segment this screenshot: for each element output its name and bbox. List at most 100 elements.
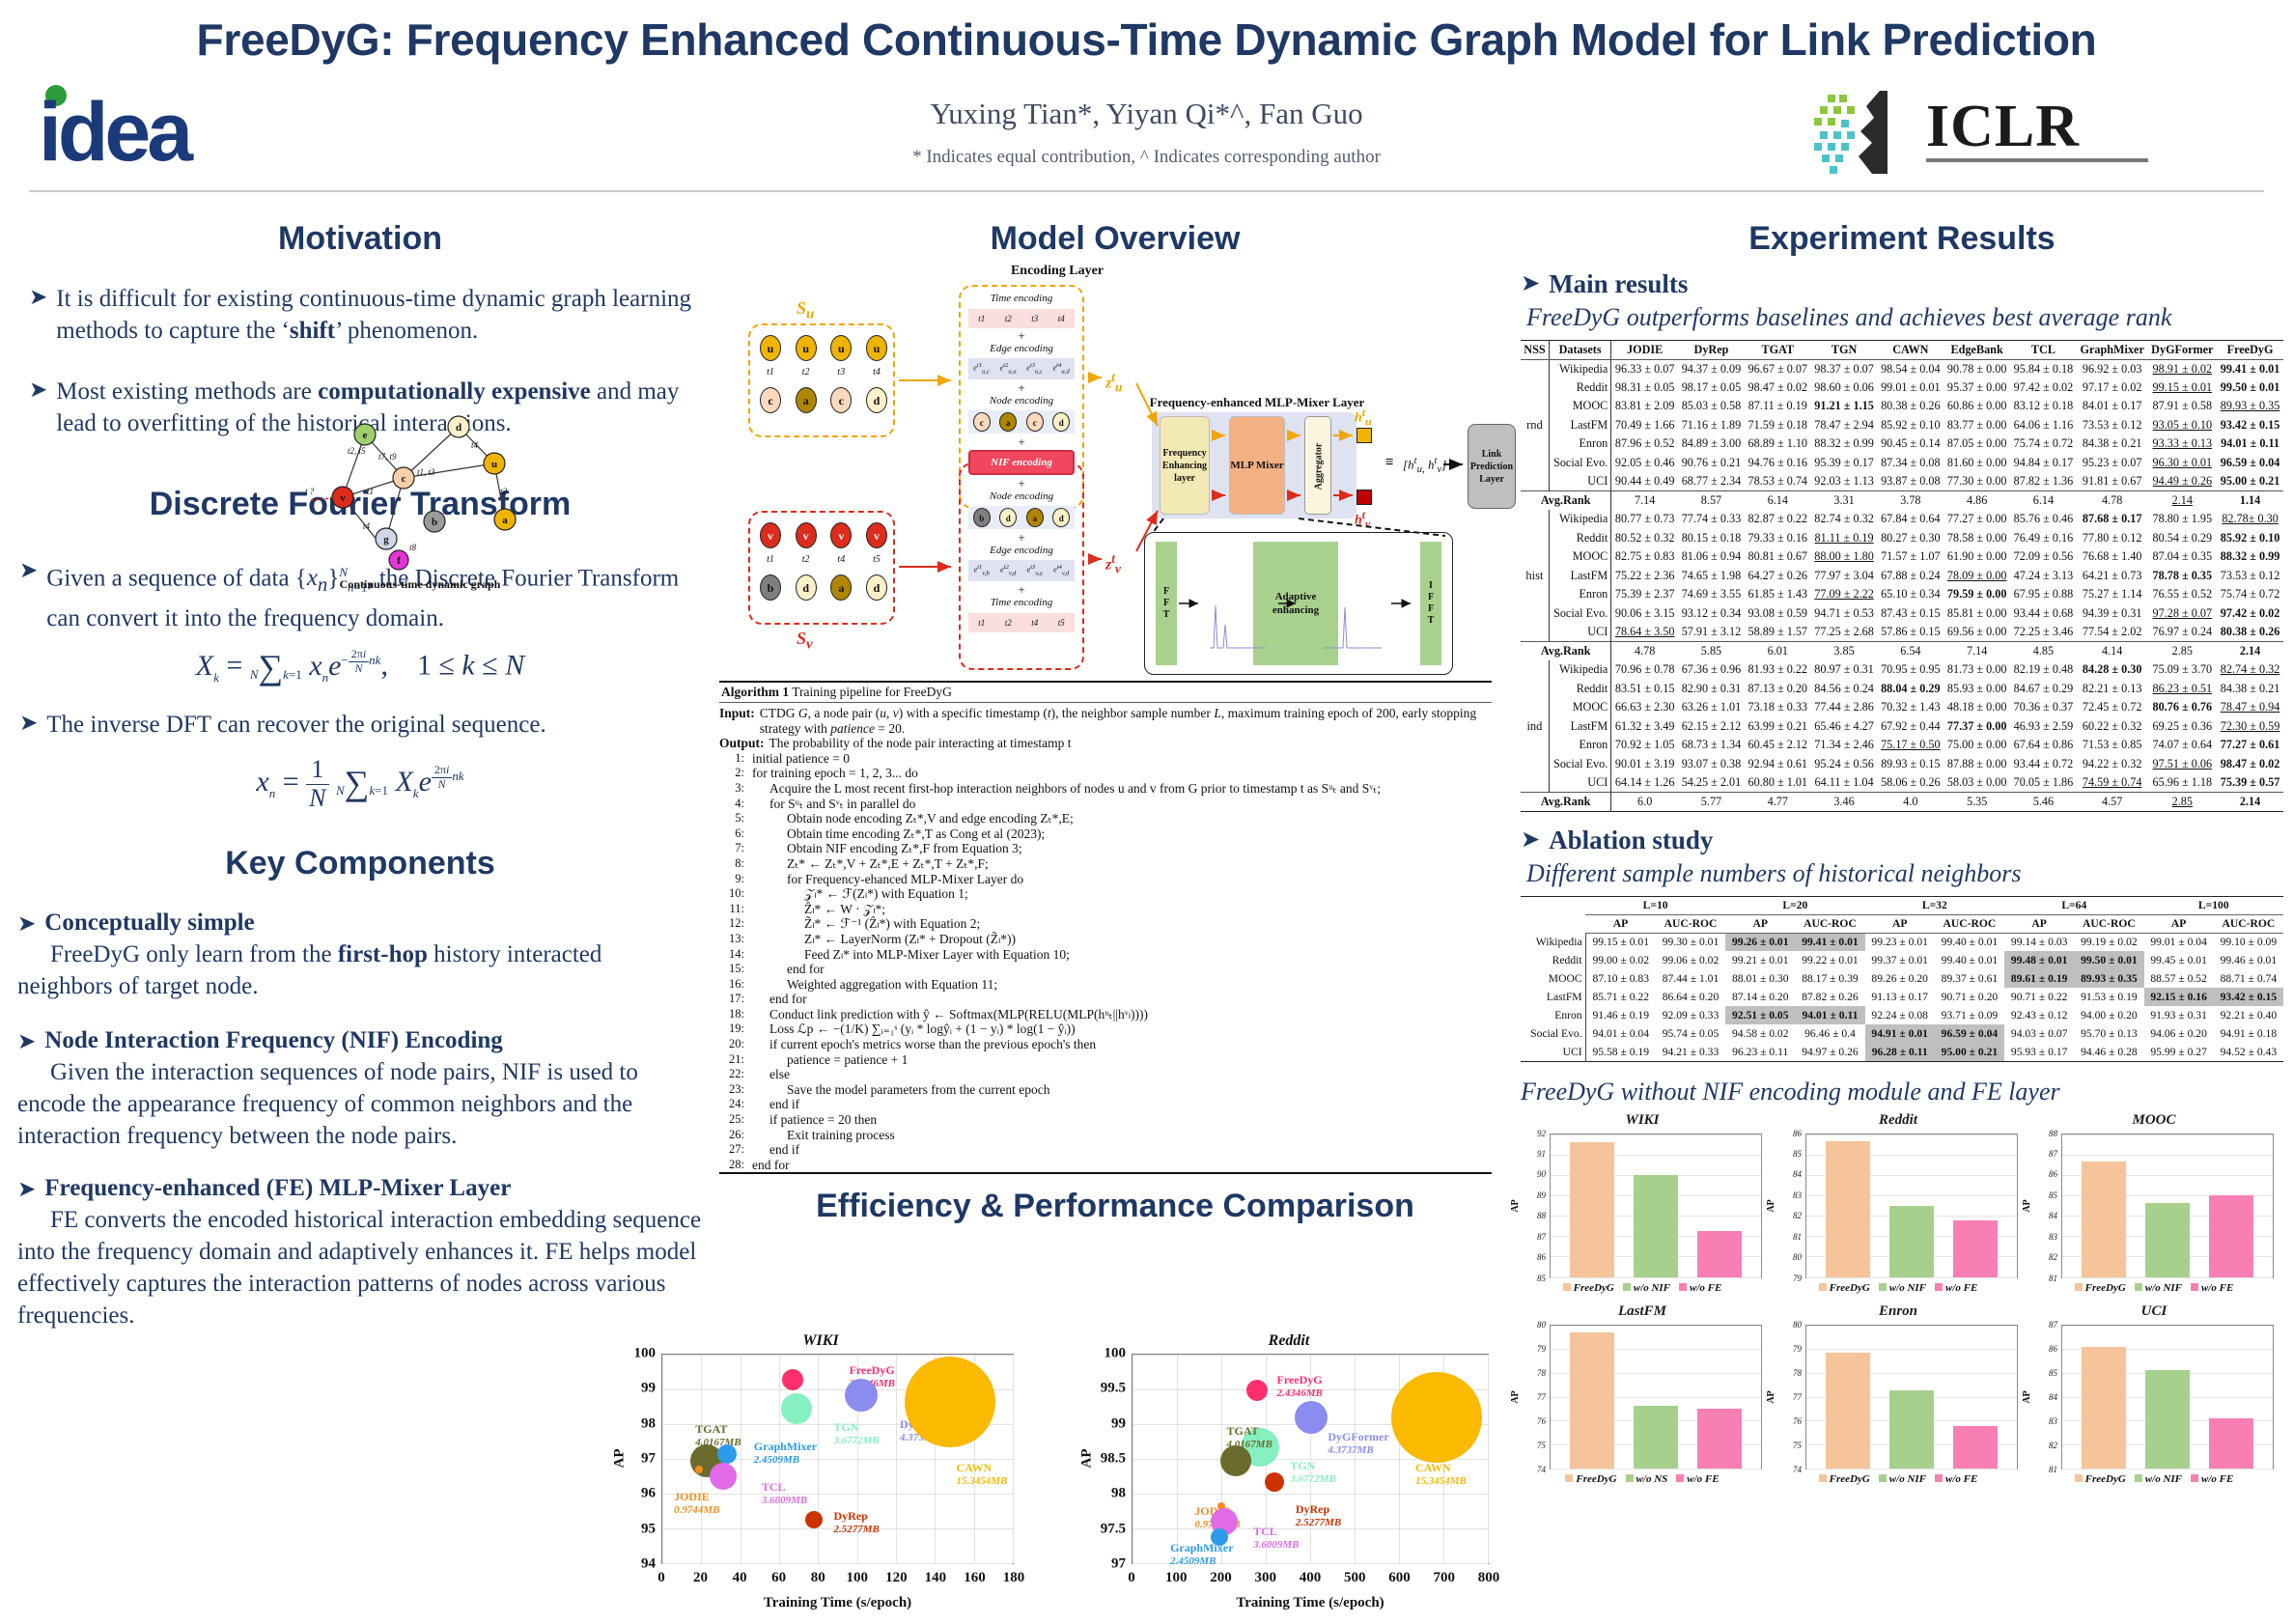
abl-sub-header: AP [1864,914,1935,934]
label-zu: ztu [1105,370,1123,395]
dataset-cell: Social Evo. [1549,754,1612,773]
metric-cell: 94.22 ± 0.32 [2082,756,2142,770]
metric-cell: 72.25 ± 3.46 [2013,625,2074,638]
metric-cell: 61.85 ± 1.43 [1748,587,1808,602]
algorithm-step: 23: Save the model parameters from the cu… [719,1082,1492,1098]
metric-cell: 93.42 ± 0.15 [2220,417,2280,432]
bar-legend-item: FreeDyG [1565,1473,1617,1485]
bar-y-tick: 86 [1793,1128,1802,1138]
table-row: UCI 95.58 ± 0.19 94.21 ± 0.33 96.23 ± 0.11 9… [1521,1043,2283,1061]
scatter-point-label: TCL 3.6009MB [761,1479,808,1506]
iclr-logo: ICLR [1791,89,2158,176]
sv-t4: t4 [837,554,846,565]
bar-legend-item: w/o NIF [1878,1282,1926,1294]
metric-cell: 94.58 ± 0.02 [1731,1027,1789,1040]
algorithm-step: 13: Zₗ* ← LayerNorm (Zₗ* + Dropout (Z̃ₗ*)… [719,932,1492,947]
bar-legend: FreeDyG w/o NIF w/o FE [1521,1282,1764,1294]
bar-gridline [1806,1468,2017,1470]
metric-cell: 84.38 ± 0.21 [2220,681,2280,695]
algorithm-step-text: Obtain node encoding Zₜ*,V and edge enco… [787,811,1074,826]
algorithm-step-text: Zₗ* ← LayerNorm (Zₗ* + Dropout (Z̃ₗ*)) [804,931,1017,946]
metric-cell: 73.53 ± 0.12 [2220,568,2280,582]
metric-cell: 84.01 ± 0.17 [2082,399,2142,413]
table-row: Reddit 98.31 ± 0.05 98.17 ± 0.05 98.47 ± 0.… [1521,378,2283,397]
label-time-encoding-u: Time encoding [990,293,1053,304]
algorithm-step-number: 9: [735,871,744,885]
algo-rule-bot [719,1172,1492,1175]
metric-cell: 76.68 ± 1.40 [2082,549,2142,564]
metric-cell: 94.01 ± 0.11 [2221,436,2279,451]
metric-cell: 94.84 ± 0.17 [2013,455,2074,469]
metric-cell: 88.57 ± 0.52 [2150,972,2207,985]
sv-node-v2: v [795,522,817,548]
su-node-u2: u [795,335,817,361]
main-col-header: TCL [2010,340,2077,360]
bar-y-axis: 81 82 83 84 85 86 87 [2032,1320,2059,1474]
bar-y-tick: 87 [1537,1231,1546,1242]
bar-legend-item: FreeDyG [1818,1282,1870,1294]
metric-cell: 92.09 ± 0.33 [1662,1009,1720,1022]
metric-cell: 95.70 ± 0.13 [2081,1027,2138,1040]
bar-y-tick: 78 [1793,1367,1802,1378]
metric-cell: 68.73 ± 1.34 [1681,738,1742,752]
scatter-x-tick: 120 [885,1570,908,1585]
label-zv: ztv [1105,551,1121,576]
metric-cell: 99.45 ± 0.01 [2150,954,2207,966]
metric-cell: 48.18 ± 0.00 [1946,700,2007,714]
bar-y-label: AP [2022,1198,2033,1213]
algorithm-step-number: 19: [729,1022,744,1036]
metric-cell: 71.59 ± 0.18 [1748,417,1808,432]
bar-y-tick: 79 [1793,1343,1802,1354]
table-row: Enron 91.46 ± 0.19 92.09 ± 0.33 92.51 ± 0.0… [1521,1006,2283,1024]
metric-cell: 72.09 ± 0.56 [2013,549,2074,564]
metric-cell: 90.78 ± 0.00 [1946,361,2007,376]
metric-cell: 99.21 ± 0.01 [1731,954,1789,966]
bar-chart-title: LastFM [1617,1302,1666,1319]
left-column: Motivation ➤ It is difficult for existin… [17,220,703,1331]
abl-group-header: L=100 [2143,896,2283,915]
metric-cell: 87.96 ± 0.52 [1614,436,1675,451]
metric-cell: 54.25 ± 2.01 [1681,775,1742,789]
scatter-y-tick: 99 [641,1380,656,1396]
metric-cell: 88.00 ± 1.80 [1814,549,1874,564]
metric-cell: 93.44 ± 0.72 [2013,756,2074,770]
algo-input-line: Input: CTDG G, a node pair (u, v) with a… [719,706,1492,736]
su-node-a: a [795,387,817,413]
svg-text:e: e [363,430,368,441]
algorithm-step-text: Obtain time encoding Zₜ*,T as Cong et al… [787,826,1046,841]
metric-cell: 88.32 ± 0.99 [1814,436,1874,451]
abl-group-header: L=32 [1864,896,2005,915]
legend-swatch [1622,1282,1631,1291]
metric-cell: 84.28 ± 0.30 [2082,662,2142,677]
metric-cell: 93.71 ± 0.09 [1941,1009,1999,1022]
scatter-point-memory: 3.6772MB [1290,1473,1336,1485]
avg-rank-cell: 4.14 [2076,641,2148,660]
algorithm-step-number: 1: [735,750,744,765]
ne-v-d1: d [999,508,1018,527]
bar-y-tick: 83 [2049,1231,2057,1242]
sv-top-nodes: v v v v [760,522,887,548]
su-node-u4: u [865,335,887,361]
sv-node-a: a [830,574,853,601]
metric-cell: 62.15 ± 2.12 [1681,718,1742,733]
metric-cell: 80.52 ± 0.32 [1614,530,1675,545]
scatter-hgrid [662,1563,1013,1564]
metric-cell: 67.84 ± 0.64 [1881,512,1941,526]
scatter-point-memory: 2.4346MB [1276,1387,1323,1400]
metric-cell: 87.14 ± 0.20 [1731,991,1789,1003]
wiki-y-label: AP [611,1448,628,1469]
metric-cell: 58.06 ± 0.26 [1881,775,1941,789]
bar-gridline [2062,1194,2273,1196]
avg-rank-label: Avg.Rank [1521,641,1612,660]
avg-rank-cell: 4.0 [1877,792,1944,811]
bar-y-tick: 85 [2049,1367,2057,1378]
bar-chart-ablation-wiki: WIKI 85 86 87 88 89 90 91 92 AP FreeDyG w/o NIF w/o … [1510,1112,1764,1294]
scatter-point-memory: 3.6009MB [1253,1539,1300,1552]
time-encoding-u-cells: t1 t2 t3 t4 [968,309,1075,328]
iclr-mark-icon [1814,91,1888,174]
algorithm-step-text: Exit training process [787,1127,895,1142]
table-row: MOOC 82.75 ± 0.83 81.06 ± 0.94 80.81 ± 0.67… [1521,547,2283,567]
abl-sub-header: AUC-ROC [2074,914,2144,934]
metric-cell: 82.75 ± 0.83 [1614,549,1675,564]
